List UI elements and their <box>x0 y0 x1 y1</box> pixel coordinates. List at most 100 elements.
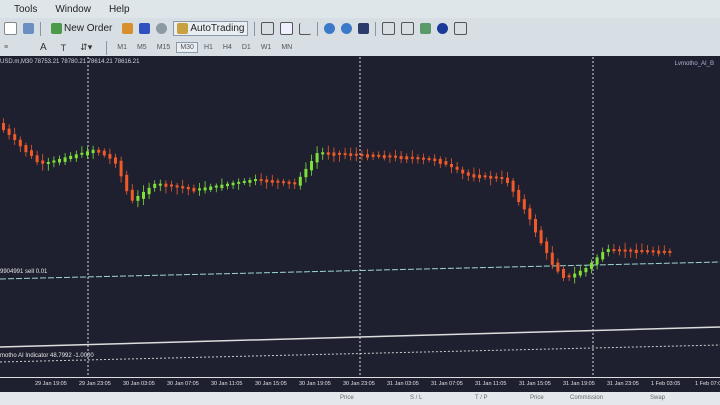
chart-shift-icon[interactable] <box>382 22 396 35</box>
timeframe-w1[interactable]: W1 <box>260 44 272 51</box>
candle-body <box>276 180 280 183</box>
new-order-button[interactable]: New Order <box>47 21 116 36</box>
candle-body <box>640 250 644 253</box>
candle-body <box>7 128 11 135</box>
zoom-in-icon[interactable] <box>324 23 336 34</box>
candle-body <box>573 273 577 278</box>
line-tools-icon[interactable]: ≡ <box>4 44 9 51</box>
candle-body <box>58 158 61 163</box>
periods-icon[interactable] <box>437 23 449 34</box>
candle-body <box>265 179 269 183</box>
candle-body <box>24 145 28 153</box>
timeframe-m15[interactable]: M15 <box>156 44 171 51</box>
candle-body <box>46 161 50 164</box>
indicator-level <box>0 344 720 363</box>
candle-body <box>298 176 302 186</box>
timeframe-mn[interactable]: MN <box>281 44 293 51</box>
autotrading-button[interactable]: AutoTrading <box>173 21 249 36</box>
candlestick-icon[interactable] <box>280 22 294 35</box>
candle-body <box>455 166 459 170</box>
candle-body <box>354 153 358 156</box>
indicator-label: motho AI Indicator 48.7992 -1.0000 <box>0 353 94 359</box>
candle-body <box>506 177 509 184</box>
candle-body <box>254 179 257 182</box>
col-price: Price <box>340 395 354 401</box>
line-chart-icon[interactable] <box>299 22 312 35</box>
candle-body <box>259 179 263 182</box>
candle-body <box>231 182 235 186</box>
candle-body <box>203 187 207 191</box>
candle-body <box>338 152 341 155</box>
time-tick: 1 Feb 07:05 <box>695 381 720 387</box>
menu-window[interactable]: Window <box>55 3 91 15</box>
separator <box>317 21 319 36</box>
autoscroll-icon[interactable] <box>401 22 415 35</box>
time-tick: 31 Jan 19:05 <box>563 381 595 387</box>
arrows-icon[interactable]: ⇵▾ <box>80 42 93 52</box>
candle-body <box>186 187 190 190</box>
candle-body <box>601 252 605 260</box>
candle-body <box>410 156 414 159</box>
candle-body <box>433 158 437 162</box>
globe-icon[interactable] <box>156 23 168 34</box>
candle-body <box>147 187 151 195</box>
timeframe-h4[interactable]: H4 <box>222 44 232 51</box>
tile-windows-icon[interactable] <box>358 23 370 34</box>
text-label-icon[interactable]: T <box>60 42 67 53</box>
candle-body <box>119 160 123 177</box>
candle-body <box>226 183 229 187</box>
new-chart-icon[interactable] <box>4 22 17 35</box>
candle-body <box>360 153 364 156</box>
timeframe-d1[interactable]: D1 <box>241 44 251 51</box>
candle-body <box>282 181 285 184</box>
col-commission: Commission <box>570 395 604 401</box>
col-sl: S / L <box>410 395 423 401</box>
candle-body <box>472 174 476 178</box>
time-tick: 30 Jan 03:05 <box>123 381 155 387</box>
price-chart[interactable]: USD.m,M30 78753.21 78780.21 78614.21 786… <box>0 57 720 377</box>
candle-body <box>388 155 392 158</box>
candle-body <box>326 152 330 155</box>
separator <box>106 40 108 55</box>
time-tick: 31 Jan 07:05 <box>431 381 463 387</box>
candle-body <box>444 161 448 165</box>
menu-help[interactable]: Help <box>108 3 130 15</box>
candle-body <box>315 153 319 163</box>
sell-order-line <box>0 261 720 280</box>
timeframe-m1[interactable]: M1 <box>117 44 127 51</box>
candle-body <box>35 155 39 163</box>
time-tick: 30 Jan 07:05 <box>167 381 199 387</box>
indicators-icon[interactable] <box>420 23 432 34</box>
menu-tools[interactable]: Tools <box>14 3 38 15</box>
autotrading-label: AutoTrading <box>190 23 245 34</box>
candle-body <box>343 153 347 156</box>
metaeditor-icon[interactable] <box>122 23 134 34</box>
candle-body <box>192 187 196 192</box>
terminal-panel: Price S / L T / P Price Commission Swap <box>0 392 720 405</box>
col-tp: T / P <box>475 395 488 401</box>
candle-body <box>612 249 616 252</box>
candle-body <box>198 188 201 191</box>
candle-body <box>606 249 610 253</box>
timeframe-m30[interactable]: M30 <box>176 42 198 53</box>
sell-order-label[interactable]: 9904991 sell 0.01 <box>0 269 48 275</box>
candle-body <box>114 157 117 164</box>
terminal-icon[interactable] <box>139 23 151 34</box>
candle-body <box>539 230 543 244</box>
text-icon[interactable]: A <box>40 42 47 53</box>
bar-chart-icon[interactable] <box>261 22 275 35</box>
market-watch-icon[interactable] <box>23 23 34 34</box>
timeframe-m5[interactable]: M5 <box>136 44 147 51</box>
candle-body <box>142 191 145 199</box>
candle-body <box>69 155 73 160</box>
candle-body <box>349 153 353 156</box>
candle-body <box>668 250 672 253</box>
templates-icon[interactable] <box>454 22 468 35</box>
candle-body <box>332 152 336 156</box>
chart-canvas <box>0 57 720 377</box>
menu-bar: Tools Window Help <box>0 0 720 18</box>
candle-body <box>164 183 168 187</box>
timeframe-h1[interactable]: H1 <box>203 44 213 51</box>
candle-body <box>399 155 403 160</box>
zoom-out-icon[interactable] <box>341 23 353 34</box>
